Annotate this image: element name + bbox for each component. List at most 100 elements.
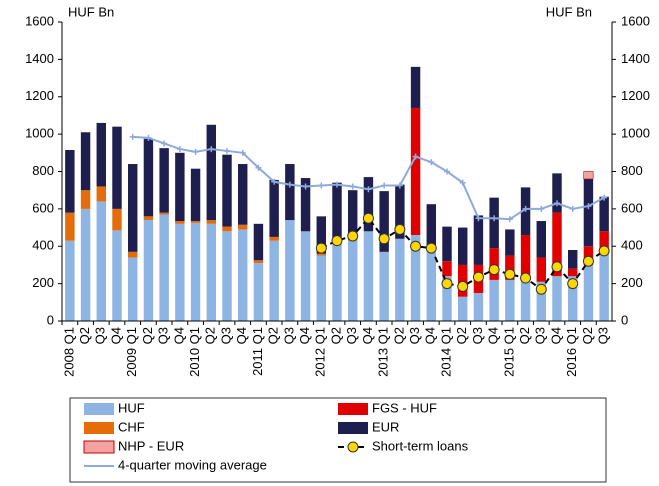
line-marker: [145, 134, 152, 141]
dot: [598, 245, 610, 257]
x-tick-label: Q4: [171, 327, 186, 344]
dot: [410, 240, 422, 252]
dot: [472, 271, 484, 283]
bar-segment: [348, 240, 358, 321]
line-marker: [161, 140, 168, 147]
x-tick-label: Q3: [533, 327, 548, 344]
bar-segment: [473, 215, 484, 265]
legend-label: FGS - HUF: [372, 400, 437, 415]
line-marker: [381, 182, 388, 189]
dot: [315, 242, 327, 254]
bar-segment: [190, 222, 201, 321]
legend-label: 4-quarter moving average: [118, 457, 267, 472]
bar-segment: [159, 214, 169, 321]
dot: [378, 233, 390, 245]
legend-swatch: [347, 441, 359, 453]
line-marker: [192, 148, 199, 155]
line-marker: [522, 205, 529, 212]
dot: [520, 272, 532, 284]
bar-segment: [143, 216, 154, 221]
bar-segment: [143, 138, 154, 217]
x-tick-label: Q3: [281, 327, 296, 344]
line-marker: [286, 181, 293, 188]
line-marker: [396, 182, 403, 189]
bar-segment: [568, 276, 578, 321]
x-tick-label: Q3: [156, 327, 171, 344]
bar-segment: [112, 208, 122, 231]
bar-segment: [489, 248, 499, 280]
legend-label: NHP - EUR: [118, 438, 184, 453]
bar-segment: [379, 251, 389, 321]
legend-swatch: [84, 422, 114, 434]
dot: [457, 280, 469, 292]
x-tick-label: Q4: [297, 327, 312, 344]
dot: [425, 242, 437, 254]
y2-tick-label: 400: [621, 238, 643, 253]
bar-segment: [505, 229, 515, 256]
x-tick-label: 2011 Q1: [250, 327, 265, 376]
bar-segment: [552, 173, 562, 213]
line-marker: [538, 205, 545, 212]
bar-segment: [300, 178, 311, 232]
x-tick-label: Q4: [423, 327, 438, 344]
bar-segment: [159, 212, 169, 215]
y-tick-label: 1400: [25, 51, 54, 66]
bar-segment: [442, 276, 452, 321]
y2-tick-label: 1600: [621, 13, 650, 28]
line-marker: [271, 178, 278, 185]
line-marker: [491, 215, 498, 222]
y-tick-label: 400: [32, 238, 54, 253]
line-marker: [428, 159, 435, 166]
bar-segment: [410, 107, 421, 236]
line-marker: [506, 216, 513, 223]
bar-segment: [128, 251, 138, 258]
bar-segment: [395, 238, 405, 321]
x-tick-label: Q3: [407, 327, 422, 344]
legend-label: Short-term loans: [372, 438, 469, 453]
line-marker: [129, 133, 136, 140]
x-tick-label: 2015 Q1: [501, 327, 516, 377]
legend-label: CHF: [118, 419, 145, 434]
line-marker: [255, 164, 262, 171]
bar-segment: [112, 230, 122, 321]
x-tick-label: Q4: [548, 327, 563, 344]
x-tick-label: 2009 Q1: [124, 327, 139, 377]
x-tick-label: Q3: [470, 327, 485, 344]
legend-swatch: [84, 403, 114, 415]
bar-segment: [65, 240, 75, 321]
bar-segment: [206, 124, 216, 221]
bar-segment: [80, 132, 91, 191]
bar-segment: [552, 276, 562, 321]
legend-swatch: [338, 403, 368, 415]
bar-segment: [332, 182, 342, 242]
y-tick-label: 1000: [25, 126, 54, 141]
x-tick-label: Q3: [344, 327, 359, 344]
bar-segment: [143, 220, 154, 321]
bar-segment: [128, 257, 138, 321]
bar-segment: [222, 154, 232, 227]
bar-segment: [269, 236, 279, 241]
bar-segment: [568, 249, 578, 269]
dot: [567, 278, 579, 290]
line-marker: [302, 183, 309, 190]
bar-segment: [206, 220, 216, 224]
bar-segment: [96, 186, 106, 202]
bar-segment: [552, 212, 562, 277]
line-marker: [412, 153, 419, 160]
line-marker: [224, 147, 230, 154]
bar-segment: [269, 240, 279, 321]
x-tick-label: 2008 Q1: [61, 327, 76, 377]
bar-segment: [363, 177, 374, 232]
bar-segment: [222, 226, 232, 232]
x-tick-label: 2010 Q1: [187, 327, 202, 377]
bar-segment: [238, 229, 248, 321]
bar-segment: [583, 171, 594, 180]
line-marker: [176, 146, 183, 153]
x-tick-label: Q3: [93, 327, 108, 344]
bar-segment: [583, 178, 594, 247]
bar-segment: [458, 264, 468, 297]
line-marker: [334, 181, 340, 188]
line-marker: [554, 200, 560, 207]
bar-segment: [80, 190, 91, 209]
